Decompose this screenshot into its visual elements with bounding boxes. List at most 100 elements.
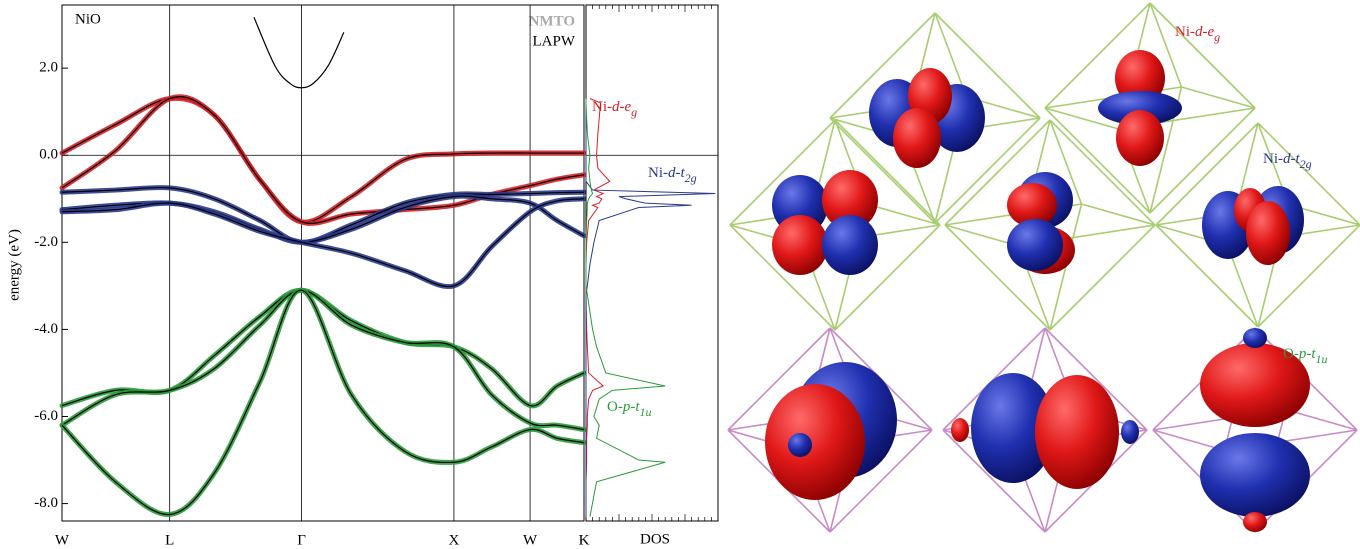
label-symbol: e [1208,24,1215,40]
chart-title: NiO [75,11,101,27]
octahedron-edge [1257,224,1360,328]
orbital-octahedron [1152,327,1358,533]
octahedron-edge [834,224,941,331]
octahedron-edge [866,203,941,226]
label-dash: - [676,165,681,181]
octahedron-edge [829,12,936,119]
octahedron-edge [1155,122,1259,226]
orbital-lobe [822,170,878,230]
orbital-lobe [893,108,941,168]
octahedron-edge [1155,224,1259,328]
band-lapw [61,186,585,243]
octahedron-edge [1149,2,1256,109]
orbital-lobe [1116,110,1164,166]
octahedron-edge [1049,224,1156,331]
orbital-lobe [1246,201,1290,265]
octahedron-edge [1044,107,1119,130]
orbital-lobe [1035,375,1119,489]
band-lapw [61,289,585,516]
orbital-lobe [1200,433,1310,517]
octahedron-edge [944,119,1051,226]
label-text: Ni- [592,99,612,115]
label-sub: 2g [685,171,697,185]
orbital-octahedron [942,327,1148,533]
octahedron-edge [1044,107,1151,214]
band-nmto [59,287,587,409]
label-orbital: d [1195,24,1203,40]
x-tick-label: L [165,532,174,548]
octahedron-edge [934,12,968,98]
octahedron-edge [1149,2,1183,88]
orbital-lobe [1243,512,1267,532]
label-symbol: t [1311,346,1316,362]
label-orbital: d [668,165,676,181]
label-orbital: p [1298,346,1307,362]
orbital-octahedron [729,119,941,331]
dos-curve [585,98,716,517]
label-sub: g [1214,30,1220,44]
label-orbital: d [612,99,620,115]
label-text: Ni- [1175,24,1195,40]
orbital-lobe [1007,183,1057,227]
x-tick-label: K [579,532,590,548]
octahedron-edge [834,119,941,226]
orbital-label: Ni-d-eg [592,99,637,118]
band-nmto [59,287,587,517]
orbital-octahedron [1044,2,1256,214]
orbital-label: O-p-t1u [1283,346,1328,365]
octahedron-edge [942,429,1046,533]
label-dash: - [1203,24,1208,40]
label-text: Ni- [648,165,668,181]
orbital-octahedron [944,119,1156,331]
octahedron-edge [1149,107,1256,214]
x-tick-label: W [523,532,538,548]
band-lapw [253,16,345,89]
label-sub: g [631,105,637,119]
orbital-octahedron [829,12,1041,224]
label-symbol: e [625,99,632,115]
octahedron-edge [1226,245,1259,328]
label-text: O- [607,399,623,415]
orbital-label: Ni-d-t2g [648,165,697,184]
orbital-label: O-p-t1u [607,399,652,418]
octahedron-edge [1181,86,1256,109]
y-tick-label: 0.0 [39,147,58,163]
orbital-lobe [765,384,865,500]
orbital-lobe [1098,91,1182,125]
dos-frame [585,4,719,522]
label-sub: 1u [640,405,652,419]
label-text: O- [1283,346,1299,362]
band-lapw [61,289,585,407]
octahedron-edge [934,12,1041,119]
orbital-lobe [1121,420,1139,444]
orbital-lobe [772,215,828,275]
label-sub: 1u [1316,352,1328,366]
orbital-lobe [788,433,812,457]
label-orbital: d [1283,151,1291,167]
orbital-lobe [951,418,969,442]
octahedron-edge [1285,408,1358,431]
legend-lapw: LAPW [533,33,576,49]
plot-frame [61,4,585,522]
dos-curve [585,98,666,517]
octahedron-edge [934,117,1041,224]
label-symbol: t [1296,151,1301,167]
octahedron-edge [1257,122,1360,226]
label-dash: - [620,99,625,115]
orbital-lobe [1007,219,1063,271]
x-tick-label: Γ [297,532,306,548]
orbital-octahedron [727,327,933,533]
orbital-label: Ni-d-eg [1175,24,1220,43]
octahedron-edge [729,224,836,331]
octahedron-edge [1049,119,1083,205]
octahedron-edge [1081,203,1156,226]
band-nmto [59,287,587,433]
octahedron-edge [1044,327,1148,431]
octahedron-edge [727,327,831,431]
x-axis-label: DOS [640,531,670,547]
label-text: Ni- [1263,151,1283,167]
orbital-lobe [1243,328,1267,348]
y-tick-label: -6.0 [34,408,58,424]
label-symbol: t [635,399,640,415]
